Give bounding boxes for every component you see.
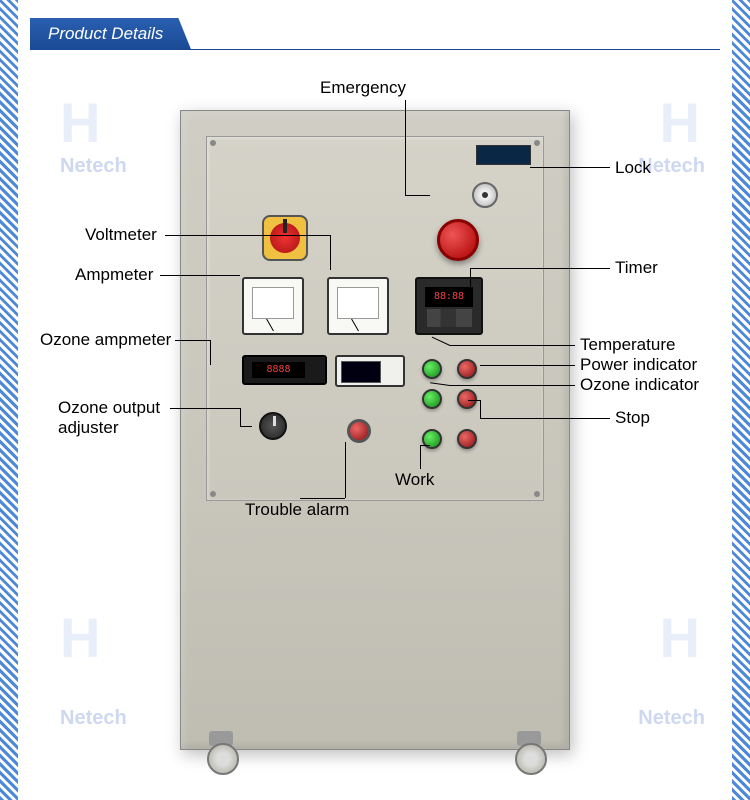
label-stop: Stop	[615, 408, 650, 428]
leader-line	[530, 167, 610, 168]
rotary-switch[interactable]	[262, 215, 308, 261]
leader-line	[470, 268, 471, 288]
power-indicator	[457, 359, 477, 379]
leader-line	[175, 340, 210, 341]
ampmeter-gauge	[242, 277, 304, 335]
leader-line	[450, 345, 575, 346]
leader-line	[455, 288, 471, 289]
ozone-ampmeter-display	[242, 355, 327, 385]
watermark-brand: Netech	[60, 707, 127, 730]
label-ozone-output-adjuster: Ozone output adjuster	[58, 398, 160, 439]
leader-line	[480, 418, 610, 419]
label-ozone-indicator: Ozone indicator	[580, 375, 699, 395]
ozone-indicator	[422, 389, 442, 409]
label-emergency: Emergency	[320, 78, 406, 98]
leader-line	[165, 235, 330, 236]
indicator-button	[457, 429, 477, 449]
watermark-brand: Netech	[638, 707, 705, 730]
control-panel	[206, 136, 544, 501]
caster-wheel-icon	[201, 731, 241, 771]
ozone-output-knob[interactable]	[259, 412, 287, 440]
header-title: Product Details	[30, 18, 191, 50]
temperature-indicator	[422, 359, 442, 379]
work-button[interactable]	[422, 429, 442, 449]
decorative-border-right	[732, 0, 750, 800]
leader-line	[345, 442, 346, 498]
leader-line	[240, 408, 241, 426]
leader-line	[420, 445, 430, 446]
header: Product Details	[30, 18, 720, 50]
screw-icon	[210, 140, 216, 146]
leader-line	[240, 426, 252, 427]
equipment-cabinet	[180, 110, 570, 750]
leader-line	[470, 268, 610, 269]
watermark-brand: Netech	[60, 155, 127, 178]
leader-line	[210, 340, 211, 365]
leader-line	[300, 498, 345, 499]
leader-line	[405, 195, 430, 196]
stop-button[interactable]	[457, 389, 477, 409]
label-trouble-alarm: Trouble alarm	[245, 500, 349, 520]
leader-line	[450, 385, 575, 386]
label-voltmeter: Voltmeter	[85, 225, 157, 245]
timer-display[interactable]	[415, 277, 483, 335]
label-lock: Lock	[615, 158, 651, 178]
screw-icon	[534, 140, 540, 146]
label-ampmeter: Ampmeter	[75, 265, 153, 285]
watermark-logo: H	[60, 605, 100, 670]
label-work: Work	[395, 470, 434, 490]
leader-line	[420, 445, 421, 469]
screw-icon	[534, 491, 540, 497]
leader-line	[330, 235, 331, 270]
caster-wheel-icon	[509, 731, 549, 771]
label-ozone-ampmeter: Ozone ampmeter	[40, 330, 171, 350]
lock-switch[interactable]	[472, 182, 498, 208]
watermark-logo: H	[660, 90, 700, 155]
watermark-logo: H	[660, 605, 700, 670]
label-temperature: Temperature	[580, 335, 675, 355]
temperature-controller[interactable]	[335, 355, 405, 387]
trouble-alarm-indicator	[347, 419, 371, 443]
label-power-indicator: Power indicator	[580, 355, 697, 375]
leader-line	[480, 365, 575, 366]
watermark-logo: H	[60, 90, 100, 155]
label-timer: Timer	[615, 258, 658, 278]
leader-line	[170, 408, 240, 409]
nameplate	[476, 145, 531, 165]
decorative-border-left	[0, 0, 18, 800]
screw-icon	[210, 491, 216, 497]
voltmeter-gauge	[327, 277, 389, 335]
leader-line	[405, 100, 406, 195]
leader-line	[468, 400, 480, 401]
emergency-button[interactable]	[437, 219, 479, 261]
leader-line	[160, 275, 240, 276]
leader-line	[480, 400, 481, 418]
